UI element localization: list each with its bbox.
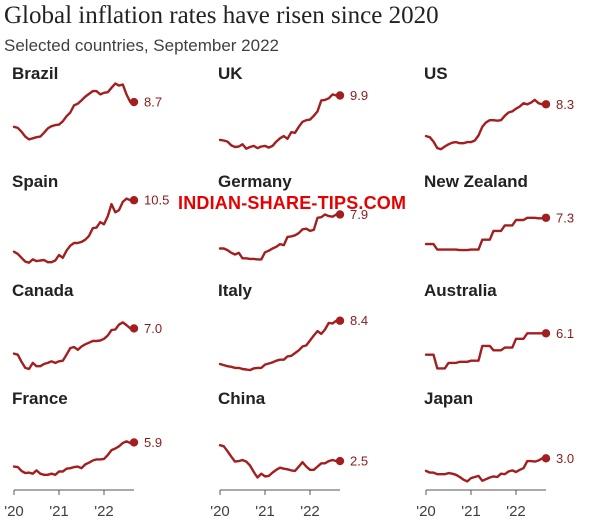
latest-value-label: 8.4 — [350, 313, 368, 328]
tick-label: '20 — [210, 503, 230, 520]
latest-point — [541, 454, 551, 463]
series-line — [12, 197, 136, 264]
latest-value-label: 3.0 — [556, 451, 574, 466]
tick-label: '22 — [94, 503, 114, 520]
latest-value-label: 2.5 — [350, 454, 368, 469]
x-axis-1: '20 '21 '22 — [4, 489, 134, 520]
latest-value-label: 9.9 — [350, 88, 368, 103]
latest-point — [129, 324, 139, 333]
series-line — [218, 319, 342, 372]
panel-australia: Australia 6.1 — [424, 281, 574, 370]
series-line — [12, 321, 136, 371]
panel-france: France 5.9 — [12, 389, 162, 476]
panel-germany: Germany 7.9 — [218, 172, 368, 261]
x-axis-3: '20 '21 '22 — [416, 489, 546, 520]
panel-title: Spain — [12, 172, 58, 191]
chart-title: Global inflation rates have risen since … — [4, 2, 439, 29]
tick-label: '21 — [255, 503, 275, 520]
panel-title: France — [12, 389, 68, 408]
latest-value-label: 8.3 — [556, 97, 574, 112]
panel-italy: Italy 8.4 — [218, 281, 368, 372]
tick-label: '22 — [300, 503, 320, 520]
series-line — [424, 457, 548, 483]
latest-point — [129, 97, 139, 107]
panel-title: Germany — [218, 172, 292, 191]
latest-point — [335, 210, 345, 219]
panel-title: New Zealand — [424, 172, 528, 191]
panel-canada: Canada 7.0 — [12, 281, 162, 371]
latest-point — [129, 438, 139, 447]
panel-title: Canada — [12, 281, 74, 300]
series-line — [424, 216, 548, 252]
series-line — [12, 440, 136, 476]
latest-value-label: 10.5 — [144, 193, 169, 208]
panel-uk: UK 9.9 — [218, 64, 368, 150]
latest-point — [335, 91, 345, 100]
latest-value-label: 5.9 — [144, 435, 162, 450]
panel-us: US 8.3 — [424, 64, 574, 151]
tick-label: '21 — [49, 503, 69, 520]
panel-title: Australia — [424, 281, 497, 300]
panel-spain: Spain 10.5 — [12, 172, 169, 264]
latest-point — [541, 329, 551, 338]
latest-value-label: 7.3 — [556, 210, 574, 225]
watermark: INDIAN-SHARE-TIPS.COM — [178, 193, 407, 213]
latest-point — [335, 456, 345, 466]
panel-japan: Japan 3.0 — [424, 389, 574, 483]
latest-value-label: 6.1 — [556, 326, 574, 341]
latest-point — [541, 213, 551, 222]
chart-subtitle: Selected countries, September 2022 — [4, 36, 280, 55]
panel-title: China — [218, 389, 266, 408]
latest-value-label: 8.7 — [144, 95, 162, 110]
panel-title: Japan — [424, 389, 473, 408]
series-line — [424, 332, 548, 370]
panel-title: Brazil — [12, 64, 58, 83]
latest-value-label: 7.9 — [350, 207, 368, 222]
series-line — [424, 98, 548, 151]
tick-label: '20 — [416, 503, 436, 520]
panel-title: UK — [218, 64, 243, 83]
panel-brazil: Brazil 8.7 — [12, 64, 162, 141]
tick-label: '22 — [506, 503, 526, 520]
series-line — [12, 82, 136, 141]
latest-point — [335, 316, 345, 325]
panel-title: Italy — [218, 281, 253, 300]
tick-label: '20 — [4, 503, 24, 520]
latest-point — [129, 196, 139, 205]
series-line — [218, 444, 342, 479]
panel-title: US — [424, 64, 448, 83]
panel-new-zealand: New Zealand 7.3 — [424, 172, 574, 252]
series-line — [218, 213, 342, 261]
panel-china: China 2.5 — [218, 389, 368, 479]
tick-label: '21 — [461, 503, 481, 520]
latest-point — [541, 100, 551, 109]
series-line — [218, 93, 342, 150]
x-axis-2: '20 '21 '22 — [210, 489, 340, 520]
latest-value-label: 7.0 — [144, 321, 162, 336]
